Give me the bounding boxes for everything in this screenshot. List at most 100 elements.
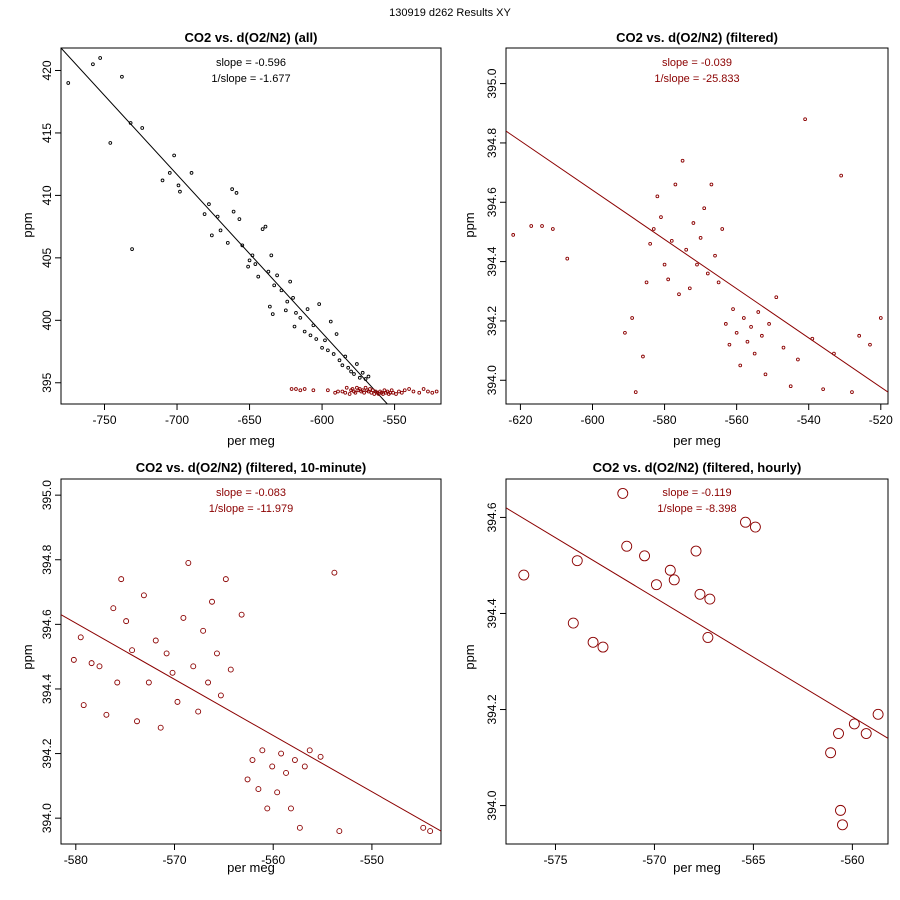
y-axis-label: ppm	[20, 212, 35, 237]
data-point	[275, 273, 279, 278]
data-point	[91, 62, 95, 67]
y-tick-label: 394.4	[485, 246, 499, 276]
data-point	[230, 187, 234, 192]
data-point	[651, 227, 656, 231]
data-point	[209, 598, 215, 605]
data-point	[720, 227, 725, 231]
data-point	[278, 750, 285, 757]
data-point	[397, 389, 401, 394]
data-point	[244, 776, 251, 783]
data-point	[381, 392, 385, 396]
data-point	[294, 387, 298, 391]
data-point	[289, 387, 294, 391]
y-tick-label: 394.6	[485, 502, 499, 532]
data-point	[687, 286, 692, 291]
data-point	[323, 338, 327, 343]
data-point	[690, 545, 702, 557]
data-point	[227, 666, 234, 673]
data-point	[288, 805, 294, 812]
data-point	[832, 351, 836, 356]
data-point	[337, 358, 342, 363]
data-point	[288, 279, 293, 284]
data-point	[160, 178, 165, 183]
data-point	[353, 390, 358, 395]
data-point	[260, 227, 265, 231]
data-point	[200, 627, 207, 634]
data-point	[833, 728, 844, 739]
data-point	[246, 264, 250, 269]
data-point	[713, 253, 717, 258]
x-tick-label: -700	[165, 413, 189, 427]
y-tick-label: 395.0	[40, 480, 54, 510]
data-point	[741, 316, 746, 320]
data-point	[202, 212, 207, 216]
data-point	[402, 388, 407, 393]
data-point	[231, 209, 236, 214]
x-axis-label: per meg	[227, 433, 275, 448]
data-point	[259, 747, 266, 754]
data-point	[333, 390, 337, 395]
data-point	[302, 387, 307, 391]
data-point	[140, 592, 147, 599]
data-point	[207, 202, 211, 206]
data-point	[587, 636, 599, 648]
data-point	[426, 389, 430, 394]
data-point	[225, 241, 230, 245]
data-point	[648, 241, 653, 246]
data-point	[302, 329, 307, 334]
panel-hourly: CO2 vs. d(O2/N2) (filtered, hourly) slop…	[462, 460, 889, 875]
x-tick-label: -550	[383, 413, 407, 427]
x-tick-label: -580	[64, 853, 88, 867]
x-tick-label: -560	[840, 853, 864, 867]
data-point	[366, 374, 371, 379]
data-point	[623, 330, 627, 335]
data-point	[368, 387, 372, 391]
y-tick-label: 394.6	[485, 187, 499, 217]
data-point	[803, 117, 807, 122]
data-point	[872, 708, 884, 720]
data-point	[668, 574, 680, 586]
panel-10-minute: CO2 vs. d(O2/N2) (filtered, 10-minute) s…	[20, 460, 442, 875]
y-tick-label: 395.0	[485, 68, 499, 98]
data-point	[110, 605, 117, 612]
regression-line	[61, 614, 441, 832]
data-point	[731, 307, 735, 311]
data-point	[157, 724, 164, 731]
data-point	[317, 302, 322, 306]
x-tick-label: -600	[580, 413, 604, 427]
data-point	[336, 389, 340, 394]
data-point	[247, 258, 252, 263]
data-point	[291, 295, 295, 300]
inverse-slope-annotation: 1/slope = -8.398	[657, 503, 736, 515]
data-point	[174, 698, 181, 705]
data-point	[343, 390, 348, 395]
inverse-slope-annotation: 1/slope = -11.979	[209, 503, 294, 515]
data-point	[264, 805, 271, 812]
data-point	[320, 345, 324, 350]
x-axis-label: per meg	[227, 860, 275, 875]
data-point	[80, 702, 87, 709]
panel-title: CO2 vs. d(O2/N2) (filtered)	[616, 30, 778, 45]
data-point	[98, 56, 103, 60]
data-point	[567, 617, 579, 629]
data-point	[317, 753, 324, 760]
data-point	[328, 319, 333, 324]
x-tick-label: -540	[797, 413, 821, 427]
data-point	[698, 236, 703, 240]
x-tick-label: -620	[508, 413, 532, 427]
slope-annotation: slope = -0.039	[662, 57, 732, 69]
x-axis-label: per meg	[673, 860, 721, 875]
data-point	[347, 392, 352, 396]
data-point	[788, 384, 793, 389]
inverse-slope-annotation: 1/slope = -25.833	[654, 73, 739, 85]
data-point	[641, 354, 645, 359]
data-point	[213, 650, 220, 657]
data-point	[434, 389, 439, 394]
x-tick-label: -570	[642, 853, 666, 867]
data-point	[326, 348, 330, 353]
y-tick-label: 394.4	[40, 674, 54, 704]
data-point	[781, 345, 786, 350]
y-axis-label: ppm	[462, 212, 477, 237]
y-tick-label: 394.0	[485, 365, 499, 395]
